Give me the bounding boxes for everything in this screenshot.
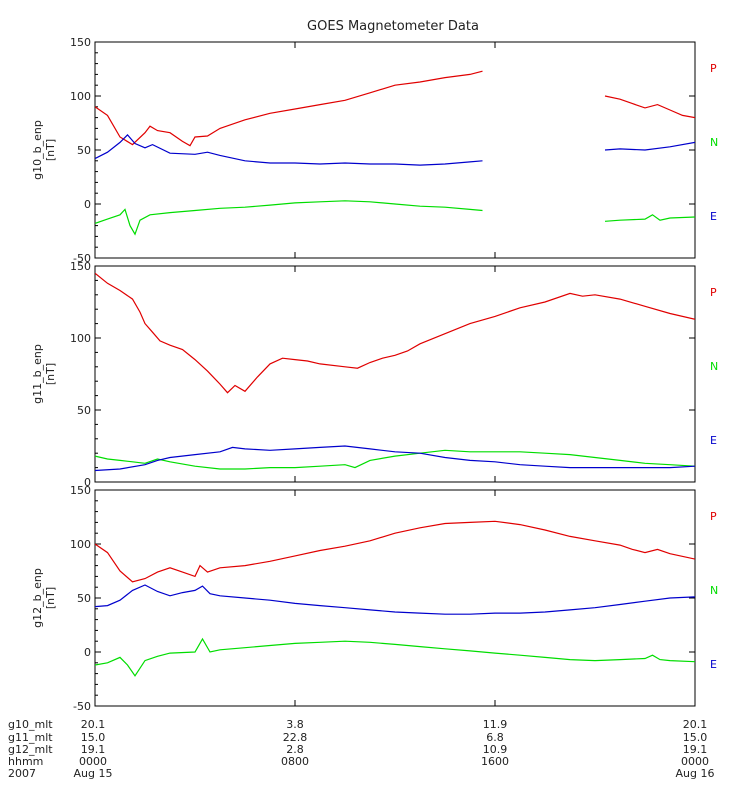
legend-n: N — [710, 136, 718, 149]
x-row-label: hhmm — [8, 755, 43, 768]
series-n-line — [95, 449, 695, 470]
y-tick-label: 0 — [84, 198, 91, 211]
legend-p: P — [710, 510, 717, 523]
x-tick-value: 11.9 — [483, 718, 508, 731]
series-n-line — [95, 200, 483, 236]
series-e-line — [95, 445, 695, 472]
x-tick-value: Aug 16 — [676, 767, 715, 780]
y-tick-label: 150 — [70, 36, 91, 49]
x-tick-value: 0800 — [281, 755, 309, 768]
x-tick-value: 2.8 — [286, 743, 304, 756]
panel-2: 0 50 100 150 g11_b_enp [nT] P N E — [31, 260, 718, 489]
series-p-line — [95, 272, 695, 394]
series-p-line — [604, 95, 695, 119]
y-tick-label: 100 — [70, 90, 91, 103]
y-tick-label: -50 — [73, 252, 91, 265]
series-e-line — [95, 134, 483, 166]
y-tick-label: 50 — [77, 592, 91, 605]
x-tick-value: 0000 — [79, 755, 107, 768]
legend-e: E — [710, 434, 717, 447]
y-axis-title: g11_b_enp — [31, 344, 44, 404]
x-row-label: 2007 — [8, 767, 36, 780]
series-p-line — [95, 520, 695, 583]
legend-p: P — [710, 286, 717, 299]
x-tick-value: 19.1 — [683, 743, 708, 756]
x-axis-table: g10_mltg11_mltg12_mlthhmm200720.115.019.… — [8, 718, 714, 780]
y-axis-unit: [nT] — [44, 587, 57, 609]
x-tick-value: Aug 15 — [74, 767, 113, 780]
x-tick-value: 0000 — [681, 755, 709, 768]
y-tick-label: 150 — [70, 260, 91, 273]
chart-title: GOES Magnetometer Data — [307, 19, 479, 34]
x-tick-value: 10.9 — [483, 743, 508, 756]
legend-e: E — [710, 658, 717, 671]
legend-n: N — [710, 360, 718, 373]
x-row-label: g10_mlt — [8, 718, 53, 731]
x-tick-value: 19.1 — [81, 743, 106, 756]
y-tick-label: -50 — [73, 700, 91, 713]
y-tick-label: 50 — [77, 144, 91, 157]
series-p-line — [95, 70, 483, 147]
panel-1: -50 0 50 100 150 g10_b_enp [nT] P N E — [31, 36, 718, 265]
x-row-label: g12_mlt — [8, 743, 53, 756]
x-tick-value: 15.0 — [81, 731, 106, 744]
x-row-label: g11_mlt — [8, 731, 53, 744]
series-e-line — [95, 584, 695, 615]
x-tick-value: 1600 — [481, 755, 509, 768]
y-tick-label: 150 — [70, 484, 91, 497]
y-tick-label: 0 — [84, 476, 91, 489]
x-tick-value: 20.1 — [81, 718, 106, 731]
x-tick-value: 6.8 — [486, 731, 504, 744]
y-axis-unit: [nT] — [44, 363, 57, 385]
y-tick-label: 100 — [70, 332, 91, 345]
legend-p: P — [710, 62, 717, 75]
x-tick-value: 22.8 — [283, 731, 308, 744]
panel-frame — [94, 265, 696, 483]
x-tick-value: 15.0 — [683, 731, 708, 744]
series-e-line — [604, 141, 695, 151]
x-tick-value: 20.1 — [683, 718, 708, 731]
y-tick-label: 50 — [77, 404, 91, 417]
panel-3: -50 0 50 100 150 g12_b_enp [nT] P N E — [31, 484, 718, 713]
series-n-line — [95, 637, 695, 677]
y-tick-label: 0 — [84, 646, 91, 659]
y-axis-unit: [nT] — [44, 139, 57, 161]
legend-n: N — [710, 584, 718, 597]
y-axis-title: g10_b_enp — [31, 120, 44, 180]
series-n-line — [604, 214, 695, 222]
panel-frame — [94, 489, 696, 707]
legend-e: E — [710, 210, 717, 223]
y-tick-label: 100 — [70, 538, 91, 551]
x-tick-value: 3.8 — [286, 718, 304, 731]
y-axis-title: g12_b_enp — [31, 568, 44, 628]
